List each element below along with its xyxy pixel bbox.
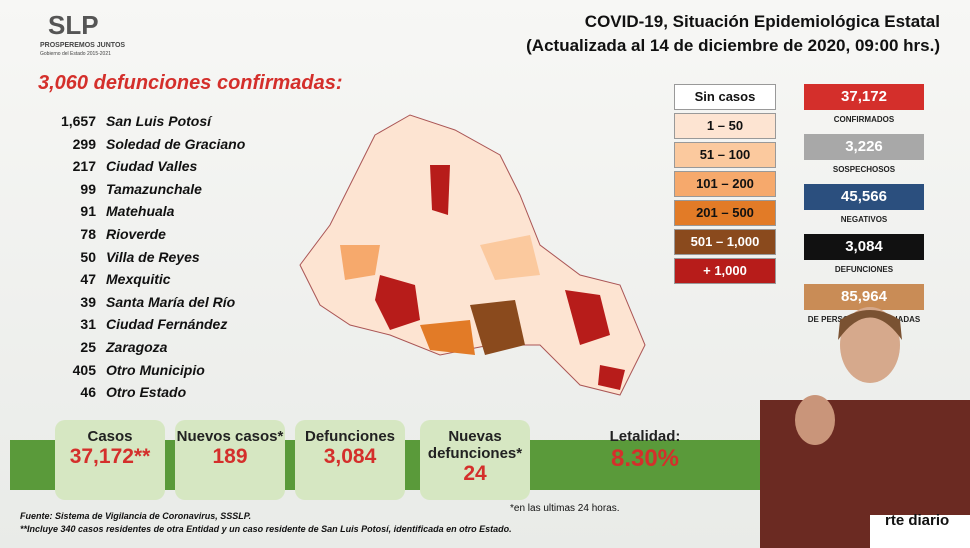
municipality-name: Otro Municipio bbox=[106, 361, 205, 378]
municipality-name: Otro Estado bbox=[106, 384, 187, 401]
legend-item: 201 – 500 bbox=[674, 200, 776, 226]
municipality-name: Santa María del Río bbox=[106, 293, 236, 310]
municipality-row: 299 Soledad de Graciano bbox=[40, 135, 246, 152]
subtitle: (Actualizada al 14 de diciembre de 2020,… bbox=[526, 36, 940, 55]
summary-label: Letalidad: bbox=[609, 428, 681, 445]
municipality-row: 91 Matehuala bbox=[40, 203, 174, 219]
map-region bbox=[340, 245, 380, 280]
summary-label: Nuevas defunciones* bbox=[427, 428, 523, 462]
summary-label: Nuevos casos* bbox=[176, 428, 284, 445]
municipality-row: 25 Zaragoza bbox=[40, 339, 167, 355]
footnote-note: **Incluye 340 casos residentes de otra E… bbox=[20, 524, 512, 534]
municipality-name: Soledad de Graciano bbox=[106, 135, 246, 152]
government: Gobierno del Estado 2015-2021 bbox=[40, 51, 111, 57]
summary-box: Letalidad: 8.30% bbox=[545, 420, 745, 500]
deaths-heading: 3,060 defunciones confirmadas: bbox=[38, 72, 343, 94]
municipality-name: Villa de Reyes bbox=[106, 248, 200, 265]
logo: SLP bbox=[48, 10, 99, 40]
map-region bbox=[420, 320, 475, 355]
municipality-count: 299 bbox=[72, 135, 96, 152]
interpreter-hair bbox=[838, 310, 902, 340]
legend-item: Sin casos bbox=[674, 84, 776, 110]
municipality-row: 47 Mexquitic bbox=[40, 271, 171, 288]
municipality-row: 99 Tamazunchale bbox=[40, 181, 202, 197]
stat-value: 45,566 bbox=[804, 184, 924, 210]
municipality-row: 217 Ciudad Valles bbox=[40, 158, 198, 175]
stat-value: 3,226 bbox=[804, 134, 924, 160]
footnote-window: *en las ultimas 24 horas. bbox=[510, 503, 620, 514]
motto: PROSPEREMOS JUNTOS bbox=[40, 42, 126, 49]
municipality-name: Matehuala bbox=[106, 203, 175, 220]
interpreter-face bbox=[840, 307, 900, 383]
municipality-count: 46 bbox=[80, 384, 96, 401]
municipality-row: 50 Villa de Reyes bbox=[40, 248, 200, 265]
summary-box: Nuevas defunciones* 24 bbox=[420, 420, 530, 500]
summary-box: Defunciones 3,084 bbox=[295, 420, 405, 500]
corner-text: rte diario bbox=[885, 512, 950, 529]
municipality-count: 50 bbox=[80, 248, 96, 265]
summary-value: 3,084 bbox=[323, 445, 377, 468]
corner-banner bbox=[870, 515, 970, 548]
municipality-count: 1,657 bbox=[60, 113, 96, 129]
summary-value: 37,172** bbox=[69, 445, 151, 468]
municipality-name: Rioverde bbox=[106, 226, 166, 242]
municipality-count: 405 bbox=[72, 361, 96, 378]
stat-label: SOSPECHOSOS bbox=[832, 165, 896, 174]
municipality-count: 217 bbox=[72, 158, 96, 175]
map-state bbox=[299, 114, 646, 396]
stat-label: CONFIRMADOS bbox=[833, 115, 895, 124]
interpreter bbox=[760, 307, 970, 548]
municipality-count: 78 bbox=[80, 226, 96, 242]
stat-label: NEGATIVOS bbox=[840, 215, 888, 224]
summary-box: Nuevos casos* 189 bbox=[175, 420, 285, 500]
municipality-count: 39 bbox=[80, 293, 96, 310]
summary-box: Casos 37,172** bbox=[55, 420, 165, 500]
municipality-count: 91 bbox=[80, 203, 96, 220]
municipality-row: 39 Santa María del Río bbox=[40, 294, 235, 310]
municipality-count: 47 bbox=[80, 271, 96, 288]
municipality-row: 31 Ciudad Fernández bbox=[40, 316, 227, 332]
municipality-count: 25 bbox=[80, 339, 96, 355]
municipality-name: San Luis Potosí bbox=[106, 113, 212, 129]
footnote-source: Fuente: Sistema de Vigilancia de Coronav… bbox=[20, 511, 252, 521]
map bbox=[299, 114, 646, 396]
map-region bbox=[375, 275, 420, 330]
summary-label: Defunciones bbox=[304, 428, 395, 445]
stat-value: 37,172 bbox=[804, 84, 924, 110]
legend-item: 1 – 50 bbox=[674, 113, 776, 139]
municipality-name: Mexquitic bbox=[106, 271, 171, 288]
map-region bbox=[430, 165, 450, 215]
municipality-count: 99 bbox=[80, 180, 96, 197]
stat-value: 85,964 bbox=[804, 284, 924, 310]
municipality-row: 78 Rioverde bbox=[40, 226, 166, 242]
summary-value: 24 bbox=[463, 462, 487, 485]
municipality-name: Zaragoza bbox=[106, 339, 168, 355]
map-region bbox=[565, 290, 610, 345]
summary-value: 8.30% bbox=[610, 445, 680, 472]
legend-item: + 1,000 bbox=[674, 258, 776, 284]
map-region bbox=[598, 365, 625, 390]
municipality-name: Ciudad Fernández bbox=[106, 316, 228, 333]
legend-item: 101 – 200 bbox=[674, 171, 776, 197]
summary-label: Casos bbox=[87, 428, 133, 445]
municipality-row: 405 Otro Municipio bbox=[40, 362, 205, 378]
title: COVID-19, Situación Epidemiológica Estat… bbox=[584, 12, 940, 31]
municipality-name: Tamazunchale bbox=[106, 180, 202, 197]
stat-label: DEFUNCIONES bbox=[834, 265, 894, 274]
map-region bbox=[480, 235, 540, 280]
municipality-row: 1,657 San Luis Potosí bbox=[40, 113, 211, 129]
legend-item: 51 – 100 bbox=[674, 142, 776, 168]
legend-item: 501 – 1,000 bbox=[674, 229, 776, 255]
map-region bbox=[470, 300, 525, 355]
summary-value: 189 bbox=[212, 445, 248, 468]
municipality-row: 46 Otro Estado bbox=[40, 384, 186, 400]
stat-value: 3,084 bbox=[804, 234, 924, 260]
municipality-count: 31 bbox=[80, 316, 96, 333]
interpreter-hand bbox=[795, 395, 835, 445]
municipality-name: Ciudad Valles bbox=[106, 158, 198, 175]
